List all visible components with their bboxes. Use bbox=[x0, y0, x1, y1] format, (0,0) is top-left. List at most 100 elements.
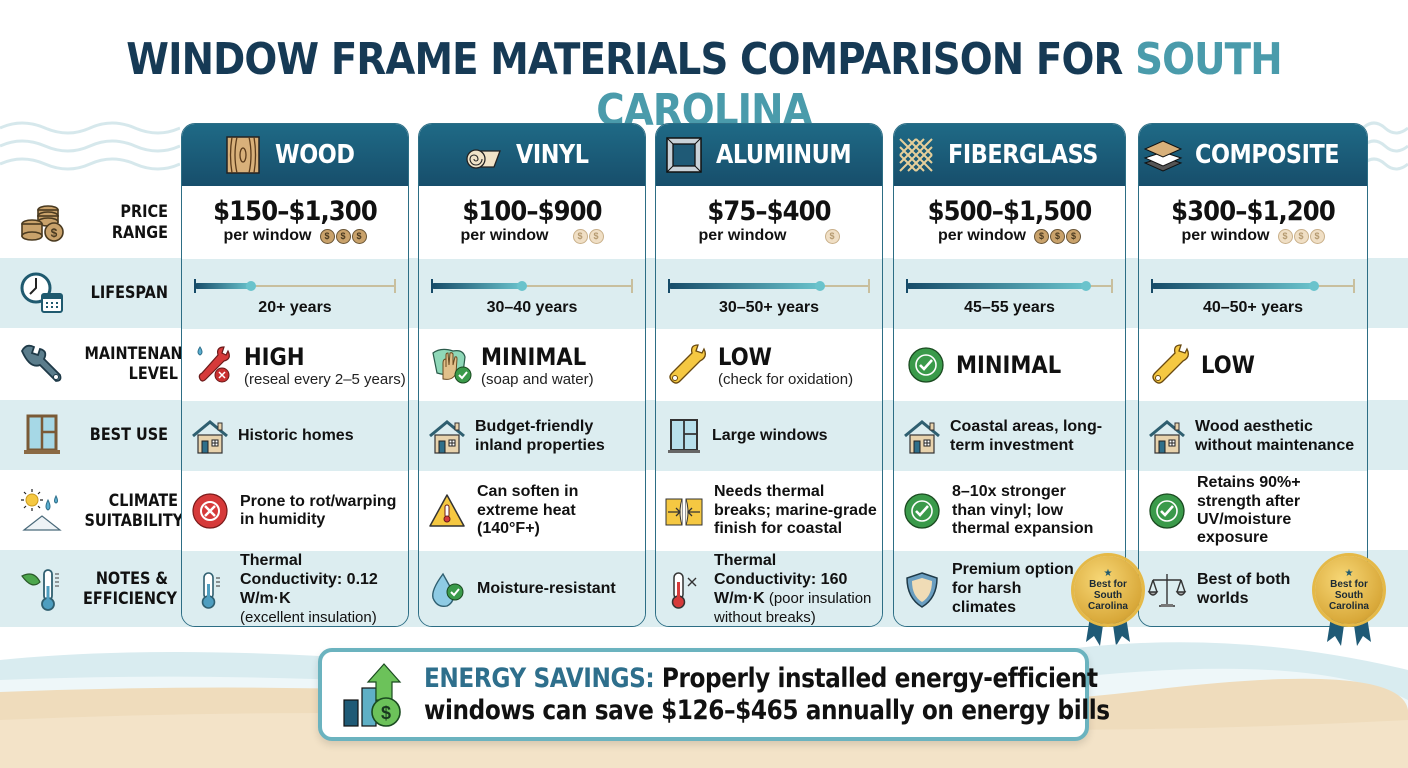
warning-heat-icon bbox=[429, 494, 465, 527]
column-header: FIBERGLASS bbox=[894, 124, 1125, 186]
notes-cell: Moisture-resistant bbox=[419, 551, 645, 626]
best-use-cell: Large windows bbox=[656, 401, 882, 471]
price-range: $150–$1,300 bbox=[213, 196, 378, 227]
lifespan-bar bbox=[1151, 279, 1355, 293]
row-label-lifespan: LIFESPAN bbox=[18, 265, 168, 321]
row-label-climate: CLIMATE SUITABILITY bbox=[18, 475, 183, 547]
column-header: VINYL bbox=[419, 124, 645, 186]
star-icon: ★ bbox=[1103, 567, 1113, 579]
price-cell: $500–$1,500 per window $ $ $ bbox=[894, 186, 1125, 259]
page-title: WINDOW FRAME MATERIALS COMPARISON FOR SO… bbox=[84, 34, 1323, 136]
yellow-wrench-icon bbox=[669, 344, 706, 384]
column-header: ALUMINUM bbox=[656, 124, 882, 186]
price-unit: per window bbox=[938, 227, 1026, 244]
badge-text: Best for bbox=[1330, 578, 1368, 590]
lifespan-value: 30–50+ years bbox=[718, 299, 820, 316]
lifespan-bar bbox=[431, 279, 633, 293]
lifespan-bar bbox=[906, 279, 1113, 293]
best-use-cell: Budget-friendly inland properties bbox=[419, 401, 645, 471]
layers-icon bbox=[1143, 140, 1183, 172]
price-level-coins: $ $ $ bbox=[1034, 228, 1081, 244]
title-main: WINDOW FRAME MATERIALS COMPARISON FOR bbox=[126, 34, 1136, 85]
row-label-text: NOTES & EFFICIENCY bbox=[83, 568, 178, 609]
notes-bold: Thermal Conductivity: 0.12 W/m·K bbox=[240, 552, 378, 608]
lifespan-cell: 30–40 years bbox=[419, 259, 645, 329]
badge-text: South bbox=[1093, 589, 1123, 601]
material-name: COMPOSITE bbox=[1195, 140, 1340, 170]
climate-cell: Needs thermal breaks; marine-grade finis… bbox=[656, 471, 882, 551]
material-name: FIBERGLASS bbox=[948, 140, 1099, 170]
water-drop-check-icon bbox=[432, 572, 464, 607]
material-name: WOOD bbox=[274, 140, 355, 170]
lifespan-cell: 30–50+ years bbox=[656, 259, 882, 329]
lifespan-value: 40–50+ years bbox=[1202, 299, 1304, 316]
notes-bold: Premium option for harsh climates bbox=[952, 561, 1074, 616]
climate-cell: Prone to rot/warping in humidity bbox=[182, 471, 408, 551]
lifespan-value: 30–40 years bbox=[486, 299, 578, 316]
notes-cell: Thermal Conductivity: 160 W/m·K (poor in… bbox=[656, 551, 882, 626]
row-label-notes: NOTES & EFFICIENCY bbox=[18, 555, 178, 623]
green-check-icon bbox=[1149, 493, 1185, 529]
price-range: $300–$1,200 bbox=[1171, 196, 1336, 227]
maintenance-cell: LOW bbox=[1139, 329, 1367, 401]
notes-bold: Best of both worlds bbox=[1197, 570, 1291, 607]
column-vinyl: VINYL $100–$900 per window $ $ 30–40 year… bbox=[418, 123, 646, 627]
aluminum-frame-icon bbox=[666, 137, 703, 173]
thermometer-blue-icon bbox=[201, 571, 220, 609]
lifespan-cell: 20+ years bbox=[182, 259, 408, 329]
price-level-coins: $ $ $ bbox=[319, 228, 367, 244]
price-unit: per window bbox=[1181, 227, 1270, 244]
maintenance-level: MINIMAL bbox=[481, 342, 587, 371]
climate-text: 8–10x stronger than vinyl; low thermal e… bbox=[952, 483, 1094, 538]
balance-scale-icon bbox=[1147, 573, 1187, 607]
wood-grain-icon bbox=[226, 136, 260, 174]
price-cell: $150–$1,300 per window $ $ $ bbox=[182, 186, 408, 259]
window-icon bbox=[668, 419, 700, 453]
sun-rain-icon bbox=[21, 489, 62, 531]
maintenance-level: LOW bbox=[1201, 351, 1255, 379]
column-fiberglass: FIBERGLASS $500–$1,500 per window $ $ $ 45… bbox=[893, 123, 1126, 627]
wrench-icon bbox=[21, 344, 62, 382]
best-use-text: Wood aesthetic without maintenance bbox=[1195, 417, 1355, 454]
green-check-icon bbox=[904, 493, 940, 529]
maintenance-note: (check for oxidation) bbox=[718, 370, 854, 388]
hand-cloth-check-icon bbox=[432, 348, 472, 384]
vinyl-roll-icon bbox=[466, 149, 501, 169]
window-icon bbox=[24, 414, 60, 454]
notes-text: (excellent insulation) bbox=[240, 608, 377, 626]
fiber-weave-icon bbox=[899, 138, 934, 172]
shield-icon bbox=[906, 571, 938, 608]
column-composite: COMPOSITE $300–$1,200 per window $ $ $ 40–… bbox=[1138, 123, 1368, 627]
column-header: COMPOSITE bbox=[1139, 124, 1367, 186]
maintenance-cell: LOW (check for oxidation) bbox=[656, 329, 882, 401]
price-range: $500–$1,500 bbox=[927, 196, 1093, 227]
notes-bold: Thermal Conductivity: 160 W/m·K bbox=[714, 552, 848, 608]
column-aluminum: ALUMINUM $75–$400 per window $ 30–50+ ye… bbox=[655, 123, 883, 627]
row-label-text: LIFESPAN bbox=[90, 282, 168, 303]
lifespan-value: 20+ years bbox=[258, 299, 332, 316]
leaf-thermometer-icon bbox=[21, 569, 59, 611]
maintenance-level: MINIMAL bbox=[956, 351, 1062, 379]
best-for-sc-badge-composite: ★ Best for South Carolina bbox=[1313, 556, 1385, 646]
decorative-waves-right bbox=[1363, 121, 1408, 171]
lifespan-value: 45–55 years bbox=[964, 299, 1055, 316]
maintenance-cell: MINIMAL (soap and water) bbox=[419, 329, 645, 401]
climate-text: Retains 90%+ strength after UV/moisture … bbox=[1197, 474, 1301, 547]
row-label-text: CLIMATE SUITABILITY bbox=[84, 490, 184, 531]
energy-label: ENERGY SAVINGS: bbox=[424, 663, 655, 695]
best-use-text: Large windows bbox=[712, 427, 828, 445]
climate-text: Needs thermal breaks; marine-grade finis… bbox=[714, 483, 877, 538]
best-use-cell: Coastal areas, long-term investment bbox=[894, 401, 1125, 471]
climate-text: Can soften in extreme heat (140°F+) bbox=[477, 483, 579, 538]
savings-chart-icon: $ bbox=[343, 662, 402, 727]
red-x-icon bbox=[192, 493, 228, 529]
maintenance-level: LOW bbox=[718, 342, 772, 371]
price-unit: per window bbox=[460, 227, 549, 244]
row-label-text: MAINTENANCE LEVEL bbox=[84, 343, 204, 384]
price-level-coins: $ $ $ bbox=[1277, 228, 1325, 244]
best-use-text: Historic homes bbox=[238, 427, 354, 445]
maintenance-cell: HIGH (reseal every 2–5 years) bbox=[182, 329, 408, 401]
climate-cell: Can soften in extreme heat (140°F+) bbox=[419, 471, 645, 551]
svg-text:$: $ bbox=[51, 226, 58, 240]
maintenance-cell: MINIMAL bbox=[894, 329, 1125, 401]
